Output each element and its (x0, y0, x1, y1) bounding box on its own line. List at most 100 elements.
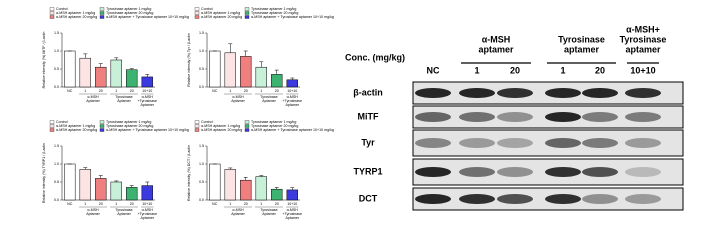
band (459, 88, 495, 98)
legend-swatch (244, 128, 250, 132)
lane-label: 20 (595, 65, 605, 75)
legend-label: Control (201, 7, 213, 11)
group-label: α-MSH (232, 95, 244, 99)
y-tick-label: 1.0 (54, 49, 59, 53)
legend-label: α-MSH aptamer 20 mg/kg (201, 15, 242, 19)
x-tick-label: 20 (244, 89, 248, 93)
group-label: α-MSH (232, 208, 244, 212)
y-tick-label: 1.5 (199, 144, 204, 148)
x-tick-label: 1 (115, 89, 117, 93)
band (415, 194, 451, 204)
error-bar (290, 187, 295, 190)
error-bar (145, 74, 150, 77)
group-label: Aptamer (285, 216, 299, 220)
group-label: α-MSH (287, 95, 299, 99)
group-label: Aptamer (86, 212, 100, 216)
group-label: Aptamer (262, 99, 276, 103)
y-tick-label: 0.5 (199, 180, 204, 184)
x-tick-label: NC (67, 202, 73, 206)
bar (255, 176, 267, 201)
group-label: +Tyrosinase (283, 212, 302, 216)
blot-header: Conc. (mg/kg) (345, 52, 405, 62)
x-tick-label: 1 (260, 89, 262, 93)
bar (240, 179, 252, 201)
band (497, 138, 533, 148)
legend-swatch (99, 124, 105, 128)
error-bar (98, 175, 103, 179)
bar (126, 187, 138, 201)
bar (271, 74, 283, 88)
y-tick-label: 1.0 (199, 162, 204, 166)
band (582, 138, 618, 148)
group-label: Aptamer (285, 103, 299, 107)
legend-label: α-MSH aptamer + Tyrosinase aptamer 10+10… (251, 128, 334, 132)
legend-swatch (244, 120, 250, 124)
group-label: +Tyrosinase (283, 99, 302, 103)
band (459, 194, 495, 204)
legend-label: α-MSH aptamer 1 mg/kg (56, 124, 95, 128)
error-bar (145, 181, 150, 186)
band (625, 194, 661, 204)
band (582, 88, 618, 98)
error-bar (83, 53, 88, 59)
band (545, 112, 581, 122)
x-tick-label: 20 (130, 202, 134, 206)
blot-group-label: α-MSH+ (626, 24, 660, 34)
legend-swatch (49, 120, 55, 124)
legend-label: Tyrosinase aptamer 20 mg/kg (106, 124, 153, 128)
x-tick-label: 1 (84, 89, 86, 93)
row-label: Tyr (361, 137, 375, 147)
x-tick-label: 1 (229, 89, 231, 93)
error-bar (129, 185, 134, 188)
band (459, 112, 495, 122)
x-tick-label: 10+10 (142, 202, 152, 206)
legend-swatch (99, 128, 105, 132)
band (582, 167, 618, 177)
legend-swatch (49, 124, 55, 128)
group-label: Tyrosinase (115, 208, 132, 212)
legend-swatch (49, 11, 55, 15)
band (415, 167, 451, 177)
bar (141, 185, 153, 201)
bar (224, 169, 236, 201)
y-tick-label: 0.0 (54, 85, 59, 89)
bar (64, 163, 76, 201)
band (545, 88, 581, 98)
legend-swatch (49, 7, 55, 11)
western-blot: Conc. (mg/kg)α-MSHaptamerTyrosinaseaptam… (345, 24, 684, 211)
legend-swatch (244, 11, 250, 15)
legend-label: Control (201, 120, 213, 124)
group-label: Aptamer (117, 99, 131, 103)
group-label: +Tyrosinase (138, 99, 157, 103)
error-bar (129, 68, 134, 70)
blot-group-label: aptamer (478, 44, 514, 54)
x-tick-label: NC (212, 202, 218, 206)
band (625, 138, 661, 148)
y-tick-label: 0.0 (54, 198, 59, 202)
group-label: Tyrosinase (260, 208, 277, 212)
y-tick-label: 1.5 (54, 144, 59, 148)
group-label: Aptamer (140, 103, 154, 107)
bar (110, 181, 122, 201)
legend-label: α-MSH aptamer 1 mg/kg (201, 124, 240, 128)
bar (286, 189, 298, 201)
y-tick-label: 0.5 (54, 180, 59, 184)
y-tick-label: 0.5 (54, 67, 59, 71)
bar (95, 66, 107, 88)
legend-label: α-MSH aptamer 1 mg/kg (201, 11, 240, 15)
bar (126, 69, 138, 88)
bar (110, 59, 122, 88)
band (497, 167, 533, 177)
band (415, 88, 451, 98)
legend-label: α-MSH aptamer 20 mg/kg (56, 15, 97, 19)
bar (79, 57, 91, 88)
lane-label: 20 (510, 65, 520, 75)
bar (209, 163, 221, 201)
blot-group-label: aptamer (625, 44, 661, 54)
error-bar (290, 77, 295, 80)
bar (224, 52, 236, 88)
error-bar (243, 177, 248, 181)
bar (64, 50, 76, 88)
error-bar (259, 61, 264, 68)
